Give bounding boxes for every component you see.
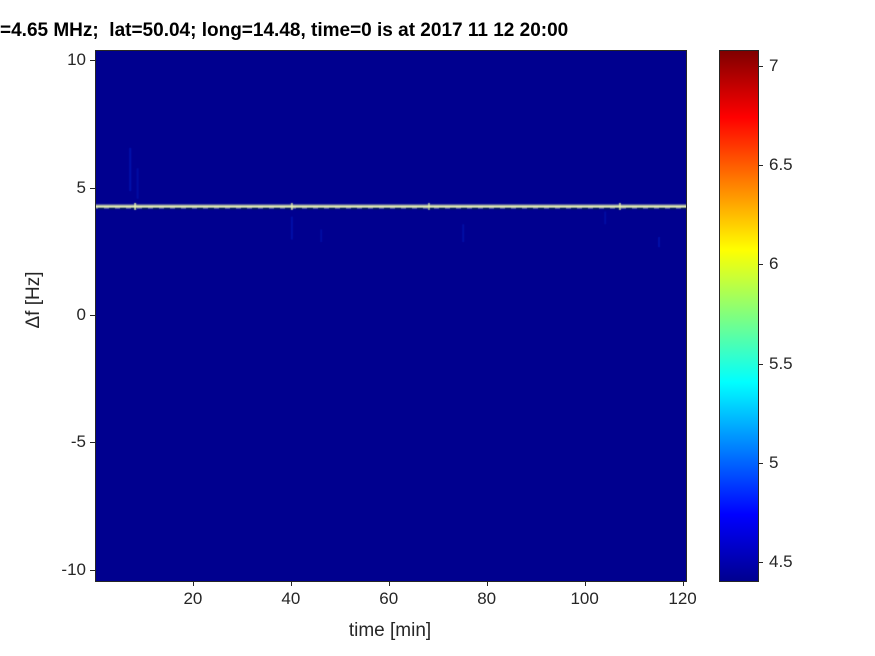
x-tick-label: 100 [570,589,599,608]
y-tick-label: 0 [76,305,86,324]
y-tick-label: -10 [61,559,86,579]
x-tick-label: 120 [668,589,697,608]
x-tick-mark [584,581,586,586]
colorbar-tick-mark [759,562,763,564]
colorbar-tick-label: 5 [769,452,779,472]
x-tick-label: 20 [183,589,203,608]
x-tick-label: 60 [379,589,399,608]
colorbar-tick-mark [759,264,763,266]
colorbar-tick-label: 6.5 [769,155,793,175]
x-tick-mark [290,581,292,586]
plot-area [95,50,687,582]
x-tick-mark [682,581,684,586]
x-axis-label: time [min] [348,620,432,641]
x-tick-mark [486,581,488,586]
colorbar [719,50,759,582]
y-tick-label: 5 [76,177,86,197]
y-tick-label: -5 [70,432,86,452]
colorbar-tick-mark [759,363,763,365]
y-tick-mark [90,187,95,189]
x-tick-label: 80 [477,589,497,608]
chart-title: =4.65 MHz; lat=50.04; long=14.48, time=0… [0,20,569,41]
colorbar-tick-label: 7 [769,55,779,75]
y-tick-label: 10 [67,50,86,70]
x-tick-mark [388,581,390,586]
y-tick-mark [90,569,95,571]
colorbar-tick-mark [759,462,763,464]
colorbar-tick-mark [759,165,763,167]
colorbar-tick-label: 4.5 [769,552,793,572]
y-axis-label: Δf [Hz] [23,271,44,329]
y-tick-mark [90,315,95,316]
heatmap-canvas [96,51,686,581]
x-tick-mark [192,581,194,586]
y-tick-mark [90,60,95,62]
y-tick-mark [90,442,95,444]
x-tick-label: 40 [281,589,301,608]
colorbar-tick-mark [759,65,763,67]
colorbar-tick-label: 6 [769,254,779,274]
colorbar-tick-label: 5.5 [769,353,793,373]
